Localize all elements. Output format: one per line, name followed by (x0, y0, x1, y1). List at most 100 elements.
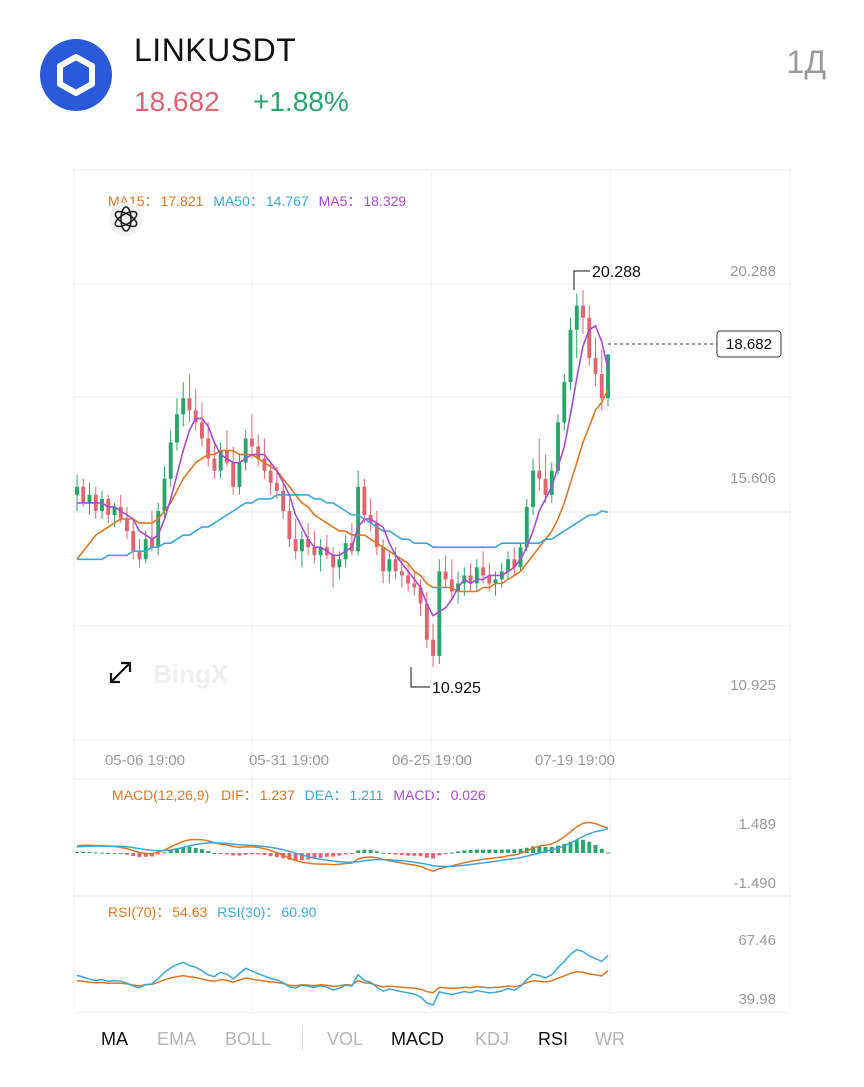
candle-body (518, 547, 523, 568)
macd-histogram-bar (87, 851, 92, 853)
macd-histogram-bar (399, 852, 404, 856)
rsi-y-label-high: 67.46 (738, 932, 776, 949)
candle-body (318, 547, 323, 556)
rsi-line-0 (76, 969, 609, 994)
macd-histogram-bar (143, 852, 148, 857)
macd-histogram-bar (168, 849, 173, 853)
candle-body (562, 382, 567, 423)
dea-line (76, 827, 609, 868)
macd-histogram-bar (243, 852, 248, 855)
tab-macd[interactable]: MACD (391, 1029, 444, 1049)
candle-body (474, 567, 479, 584)
x-axis-labels: 05-06 19:00 05-31 19:00 06-25 19:00 07-1… (105, 752, 615, 769)
macd-histogram-bar (568, 841, 573, 853)
candle-body (574, 305, 579, 330)
macd-histogram-bar (506, 849, 510, 853)
candle-body (256, 446, 261, 459)
candle-body (556, 422, 560, 471)
macd-histogram-bar (518, 848, 523, 853)
x-label-3: 07-19 19:00 (535, 752, 615, 769)
macd-histogram-bar (224, 852, 229, 855)
price-chart[interactable]: BingX 20.288 10.925 18.682 20.288 15.606… (0, 0, 864, 1010)
candle-body (493, 579, 498, 584)
rsi-layer (76, 948, 609, 1006)
macd-histogram-bar (587, 841, 592, 853)
dea-legend-label: DEA： (304, 787, 348, 803)
price-change: +1.88% (253, 86, 349, 117)
candle-body (468, 575, 473, 584)
tab-ma[interactable]: MA (101, 1029, 128, 1049)
candle-body (418, 587, 423, 604)
candle-body (393, 559, 398, 572)
x-label-1: 05-31 19:00 (249, 752, 329, 769)
ma-line-ma15 (76, 388, 609, 593)
max-price-marker: 20.288 (573, 264, 641, 290)
macd-histogram-bar (424, 852, 429, 858)
ma-legend: MA15： 17.821 MA50： 14.767 MA5： 18.329 (108, 191, 408, 211)
chainlink-logo (40, 39, 112, 111)
rsi-line-1 (76, 948, 609, 1006)
y-label-low: 10.925 (730, 677, 776, 694)
candle-body (506, 559, 510, 572)
tab-vol[interactable]: VOL (327, 1029, 364, 1049)
candle-body (112, 506, 117, 516)
macd-histogram-bar (343, 852, 348, 855)
candle-body (100, 498, 104, 511)
ma15-legend-value: 17.821 (160, 193, 204, 209)
candle-body (306, 539, 311, 548)
macd-legend: MACD(12,26,9) DIF： 1.237 DEA： 1.211 MACD： 0… (112, 785, 488, 805)
chainlink-hexagon-icon (57, 54, 95, 96)
indicator-settings-icon[interactable] (109, 202, 143, 236)
macd-histogram-bar (606, 852, 610, 854)
macd-histogram-bar (456, 851, 461, 853)
tab-boll[interactable]: BOLL (225, 1029, 272, 1049)
y-label-high: 20.288 (730, 263, 776, 280)
candle-body (524, 506, 529, 548)
candle-body (399, 571, 404, 576)
candle-body (162, 478, 167, 511)
candle-body (568, 329, 573, 383)
fullscreen-icon[interactable] (109, 661, 132, 684)
candle-body (237, 462, 242, 487)
watermark-text: BingX (153, 659, 229, 689)
candle-body (175, 414, 179, 443)
macd-histogram-bar (299, 852, 304, 861)
dif-line (76, 821, 609, 872)
macd-histogram-bar (256, 852, 261, 855)
candle-body (431, 639, 436, 656)
macd-histogram-bar (287, 852, 292, 860)
macd-histogram-bar (112, 852, 117, 854)
macd-histogram-bar (512, 849, 517, 853)
tab-kdj[interactable]: KDJ (475, 1029, 510, 1049)
candle-body (224, 450, 229, 463)
candle-body (193, 410, 198, 423)
interval-selector[interactable]: 1Д (786, 44, 826, 80)
macd-hist-legend-value: 0.026 (450, 787, 486, 803)
candle-body (249, 438, 254, 447)
candle-body (131, 531, 136, 552)
candle-body (381, 547, 386, 572)
macd-histogram-bar (368, 849, 373, 853)
macd-histogram-bar (537, 846, 542, 853)
max-price-label: 20.288 (592, 264, 641, 281)
macd-histogram-bar (93, 852, 98, 854)
macd-histogram-bar (206, 850, 211, 853)
tab-ema[interactable]: EMA (157, 1029, 197, 1049)
candle-body (543, 478, 548, 495)
macd-histogram-bar (318, 852, 323, 858)
macd-histogram-bar (268, 852, 273, 857)
macd-histogram-bar (349, 852, 354, 854)
ma50-legend-value: 14.767 (265, 193, 309, 209)
macd-histogram-bar (293, 852, 298, 861)
ma50-legend-label: MA50： (213, 193, 264, 209)
tab-rsi[interactable]: RSI (538, 1029, 569, 1049)
ma5-legend-label: MA5： (318, 193, 362, 209)
candle-body (231, 462, 236, 487)
macd-histogram-bar (574, 839, 579, 853)
macd-histogram-bar (487, 849, 492, 853)
tab-wr[interactable]: WR (595, 1029, 625, 1049)
macd-histogram-bar (599, 848, 604, 853)
macd-histogram-bar (437, 852, 442, 856)
macd-legend-title: MACD(12,26,9) (112, 787, 210, 803)
candle-body (87, 494, 92, 503)
